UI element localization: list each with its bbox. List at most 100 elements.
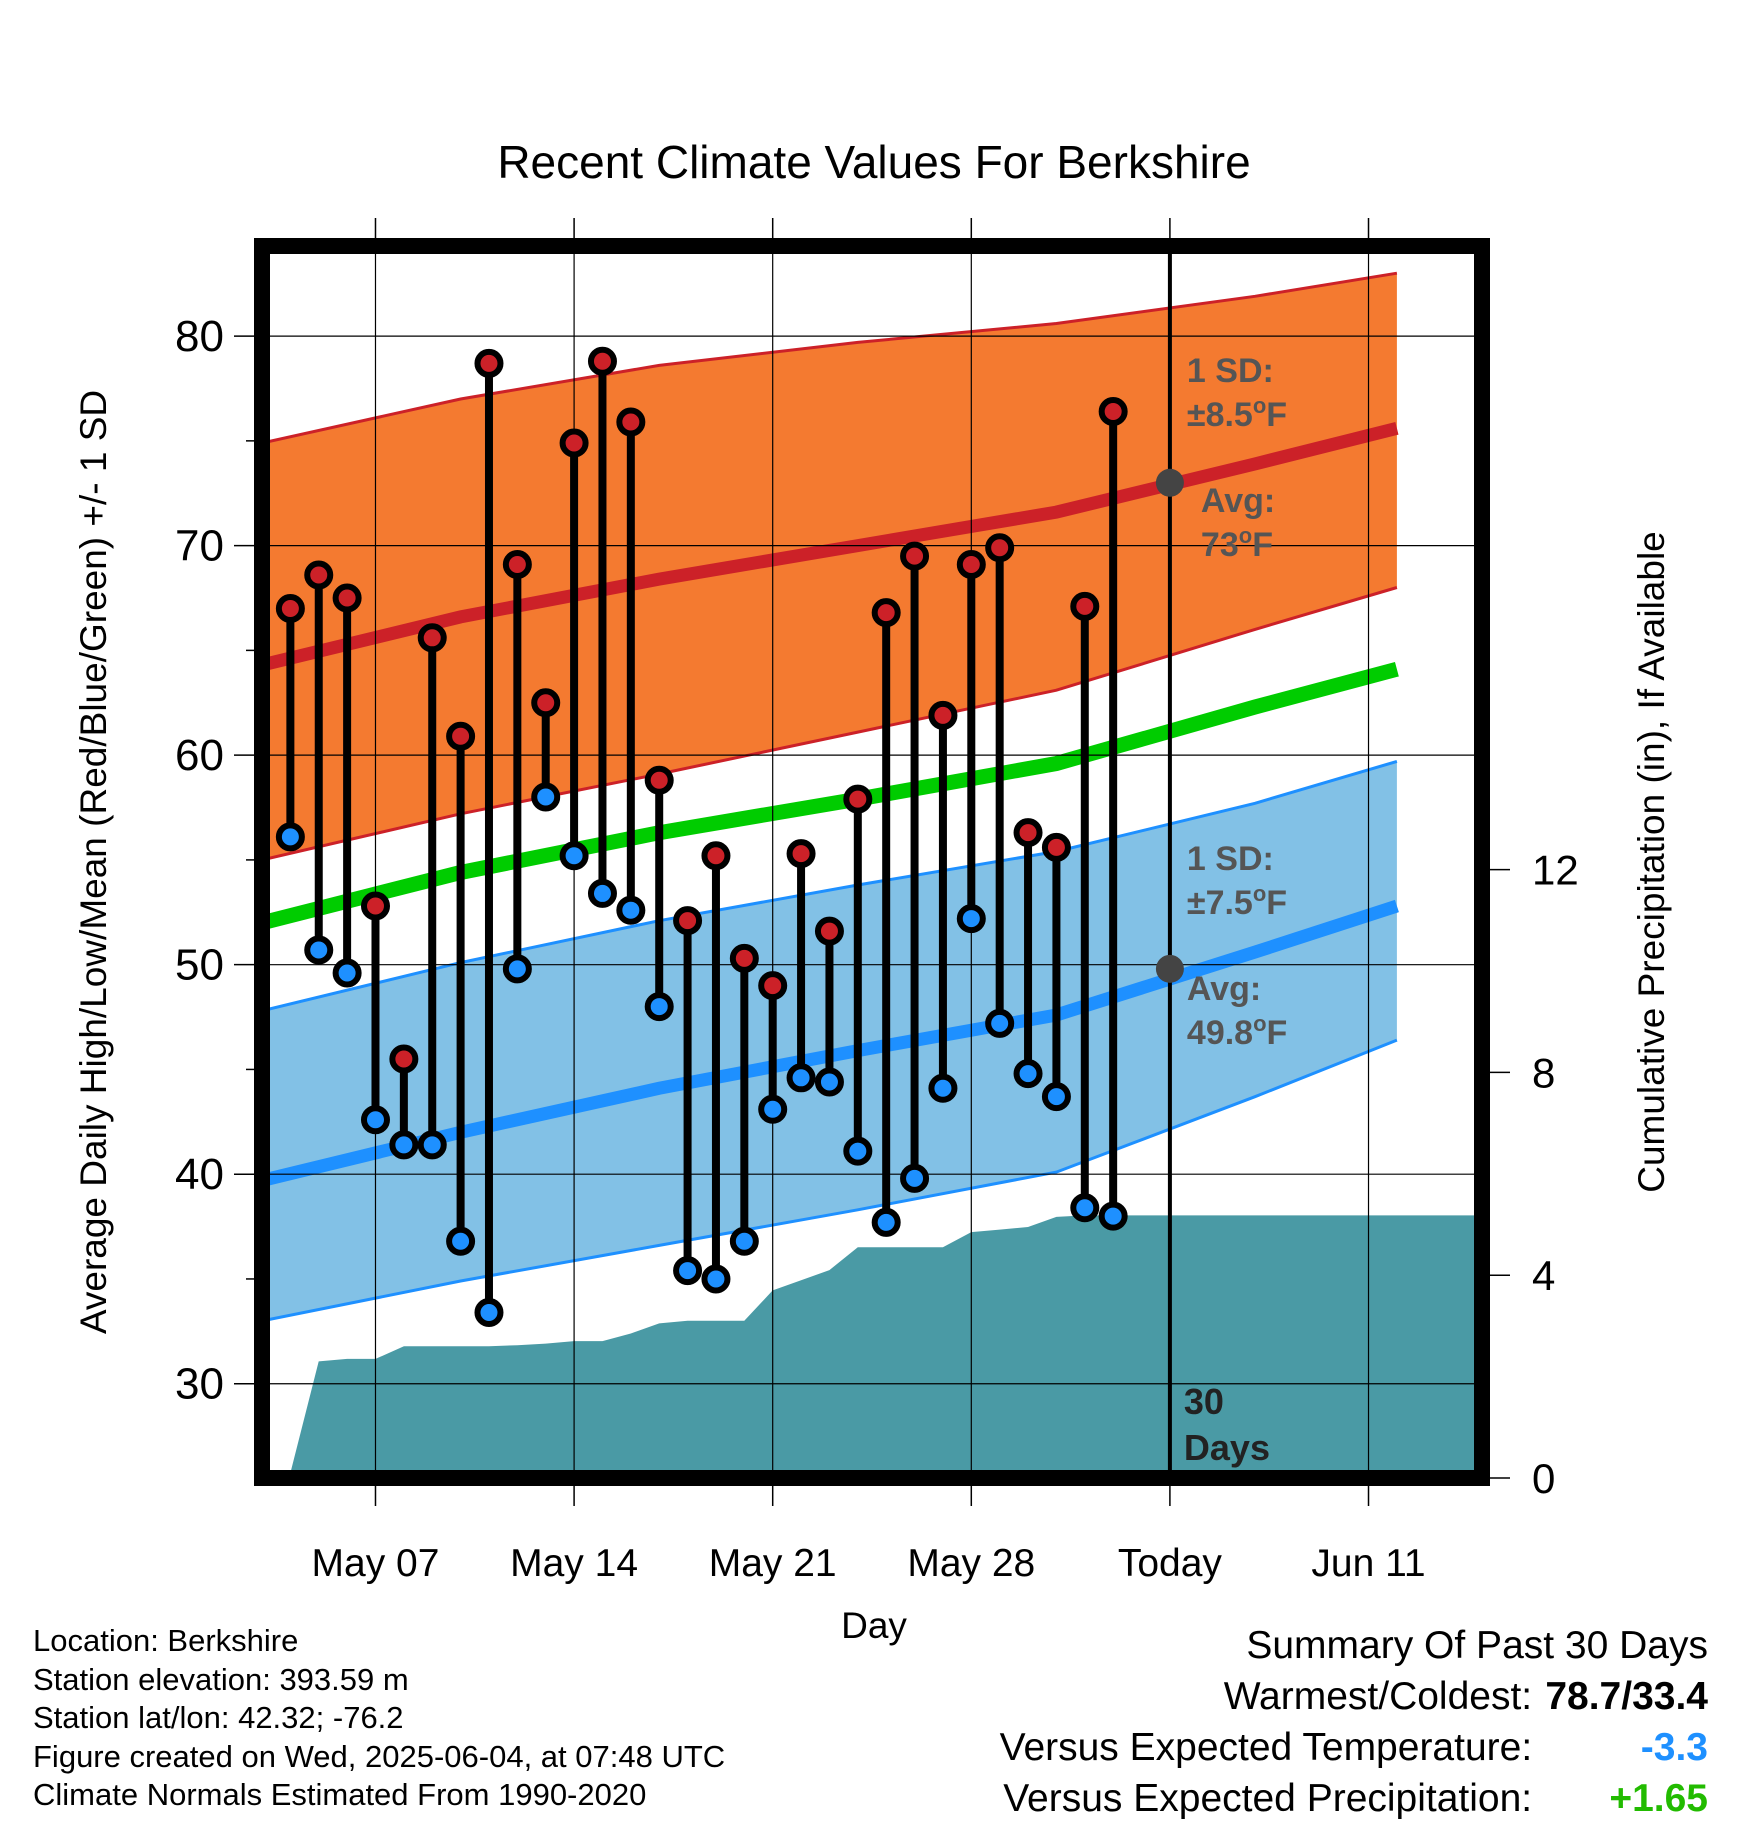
daily-low-point xyxy=(531,782,561,812)
daily-high-point xyxy=(928,700,958,730)
precip-area xyxy=(262,1215,1482,1478)
elevation-text: Station elevation: 393.59 m xyxy=(33,1661,409,1697)
daily-low-point xyxy=(871,1207,901,1237)
daily-low-point xyxy=(1070,1193,1100,1223)
x-tick-label: Jun 11 xyxy=(1311,1542,1425,1585)
daily-high-point xyxy=(1070,591,1100,621)
daily-low-point xyxy=(332,958,362,988)
y-tick-label: 70 xyxy=(175,522,224,571)
daily-low-point xyxy=(758,1094,788,1124)
x-tick-label: May 07 xyxy=(312,1542,440,1585)
daily-high-point xyxy=(446,721,476,751)
axes: 30 40 50 60 70 80 May 07 May 14 May 21 May 28 Toda… xyxy=(175,218,1579,1585)
daily-low-point xyxy=(587,878,617,908)
daily-low-point xyxy=(1013,1059,1043,1089)
created-text: Figure created on Wed, 2025-06-04, at 07… xyxy=(33,1738,726,1774)
daily-low-point xyxy=(673,1256,703,1286)
daily-high-point xyxy=(1041,832,1071,862)
high-avg-label: Avg: xyxy=(1201,482,1275,520)
daily-high-point xyxy=(956,549,986,579)
y2-tick-label: 8 xyxy=(1532,1049,1555,1096)
precip-anomaly-value: +1.65 xyxy=(1609,1777,1708,1820)
daily-high-point xyxy=(531,688,561,718)
daily-high-point xyxy=(701,841,731,871)
x-axis-label: Day xyxy=(841,1605,907,1646)
daily-high-point xyxy=(644,765,674,795)
temp-anomaly-label: Versus Expected Temperature: xyxy=(999,1726,1533,1769)
daily-high-point xyxy=(814,916,844,946)
daily-high-point xyxy=(616,407,646,437)
daily-low-point xyxy=(956,904,986,934)
x-tick-label: Today xyxy=(1118,1542,1223,1585)
daily-low-point xyxy=(389,1130,419,1160)
y-axis-label: Average Daily High/Low/Mean (Red/Blue/Gr… xyxy=(73,390,114,1334)
daily-high-point xyxy=(587,346,617,376)
daily-low-point xyxy=(644,992,674,1022)
x-tick-label: May 21 xyxy=(709,1542,837,1585)
daily-high-point xyxy=(502,549,532,579)
daily-low-point xyxy=(729,1226,759,1256)
temp-anomaly-row: Versus Expected Temperature: -3.3 xyxy=(1000,1722,1708,1773)
daily-high-point xyxy=(559,428,589,458)
daily-high-point xyxy=(1013,818,1043,848)
daily-low-point xyxy=(616,895,646,925)
high-sd-upper-line xyxy=(262,271,1398,445)
y-tick-label: 50 xyxy=(175,941,224,990)
x-tick-label: May 14 xyxy=(510,1542,638,1585)
low-sd-label: 1 SD: xyxy=(1187,840,1274,878)
precip-anomaly-row: Versus Expected Precipitation: +1.65 xyxy=(1000,1773,1708,1824)
daily-low-point xyxy=(786,1063,816,1093)
summary-title: Summary Of Past 30 Days xyxy=(1246,1624,1708,1667)
daily-high-point xyxy=(871,598,901,628)
daily-low-point xyxy=(900,1163,930,1193)
daily-low-point xyxy=(928,1073,958,1103)
daily-low-point xyxy=(360,1105,390,1135)
daily-low-point xyxy=(502,954,532,984)
latlon-text: Station lat/lon: 42.32; -76.2 xyxy=(33,1700,404,1735)
chart-title: Recent Climate Values For Berkshire xyxy=(497,136,1250,188)
station-info: Location: Berkshire Station elevation: 3… xyxy=(33,1622,725,1815)
x-tick-label: May 28 xyxy=(907,1542,1035,1585)
daily-high-point xyxy=(900,541,930,571)
daily-low-point xyxy=(1098,1201,1128,1231)
temp-anomaly-value: -3.3 xyxy=(1640,1726,1708,1769)
summary-panel: Summary Of Past 30 Days Warmest/Coldest:… xyxy=(1000,1620,1708,1824)
low-avg-label: Avg: xyxy=(1187,970,1261,1008)
low-avg-marker xyxy=(1155,954,1184,983)
daily-high-point xyxy=(332,583,362,613)
low-avg-value: 49.8oF xyxy=(1187,1011,1287,1052)
y-tick-label: 60 xyxy=(175,731,224,780)
period-label-number: 30 xyxy=(1184,1381,1224,1422)
daily-high-point xyxy=(985,533,1015,563)
daily-low-point xyxy=(559,841,589,871)
precip-anomaly-label: Versus Expected Precipitation: xyxy=(1003,1777,1533,1820)
y2-tick-label: 12 xyxy=(1532,847,1579,894)
daily-low-point xyxy=(446,1226,476,1256)
daily-low-point xyxy=(304,935,334,965)
y-tick-label: 80 xyxy=(175,312,224,361)
daily-high-point xyxy=(474,348,504,378)
daily-high-point xyxy=(758,971,788,1001)
y-tick-label: 30 xyxy=(175,1360,224,1409)
daily-high-point xyxy=(729,943,759,973)
daily-low-point xyxy=(843,1136,873,1166)
period-label-days: Days xyxy=(1184,1427,1270,1468)
warmest-coldest-label: Warmest/Coldest: xyxy=(1223,1675,1533,1718)
low-sd-value: ±7.5oF xyxy=(1187,881,1287,922)
daily-low-point xyxy=(814,1067,844,1097)
y-tick-label: 40 xyxy=(175,1150,224,1199)
y2-tick-label: 4 xyxy=(1532,1252,1555,1299)
daily-low-point xyxy=(474,1297,504,1327)
daily-high-point xyxy=(389,1044,419,1074)
daily-low-point xyxy=(701,1264,731,1294)
daily-high-point xyxy=(417,623,447,653)
location-text: Location: Berkshire xyxy=(33,1623,299,1658)
y2-axis-label: Cumulative Precipitation (in), If Availa… xyxy=(1631,531,1672,1193)
warmest-coldest-row: Warmest/Coldest: 78.7/33.4 xyxy=(1000,1671,1708,1722)
high-sd-value: ±8.5oF xyxy=(1187,393,1287,434)
daily-low-point xyxy=(275,822,305,852)
daily-high-point xyxy=(673,906,703,936)
